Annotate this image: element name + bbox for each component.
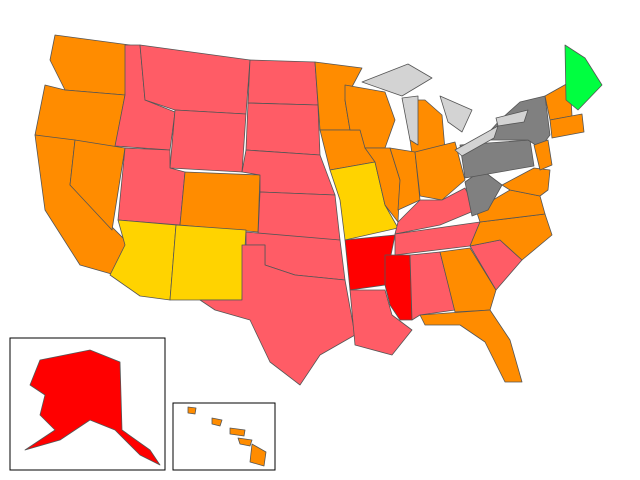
state [24,349,161,466]
state [169,224,247,301]
hawaii-inset [172,402,276,471]
state [439,247,497,313]
alaska-inset [9,337,166,471]
state [247,59,319,106]
state [169,109,247,173]
state [139,44,251,115]
lake [439,95,473,133]
state [475,189,546,223]
state [533,139,553,171]
states [34,34,603,386]
state [459,139,535,179]
state [229,427,246,437]
state [199,244,356,386]
state [109,219,177,301]
state [211,417,223,427]
state [245,102,321,156]
state [419,309,523,383]
state [349,289,413,356]
state [501,167,551,197]
state [179,171,261,233]
lake [454,125,499,157]
state [564,44,603,111]
state [187,406,197,415]
state [409,251,456,321]
state [549,113,585,139]
state [237,437,253,447]
state [414,141,466,201]
lake [361,63,433,97]
state [249,443,267,467]
state [257,191,341,241]
state [69,139,126,231]
lake [495,109,529,127]
state [389,147,421,211]
state [49,34,131,96]
lake [401,95,419,146]
great-lakes [361,63,529,157]
